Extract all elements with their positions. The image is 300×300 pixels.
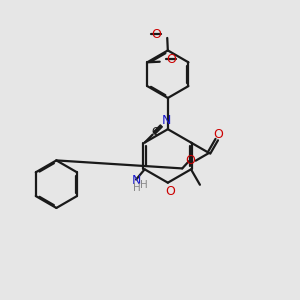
Text: N: N [132, 174, 141, 187]
Text: O: O [151, 28, 161, 41]
Text: H: H [140, 180, 147, 190]
Text: C: C [152, 127, 159, 137]
Text: O: O [165, 184, 175, 197]
Text: H: H [133, 184, 140, 194]
Text: N: N [162, 114, 171, 128]
Text: O: O [185, 154, 195, 167]
Text: O: O [166, 53, 176, 66]
Text: O: O [213, 128, 223, 141]
